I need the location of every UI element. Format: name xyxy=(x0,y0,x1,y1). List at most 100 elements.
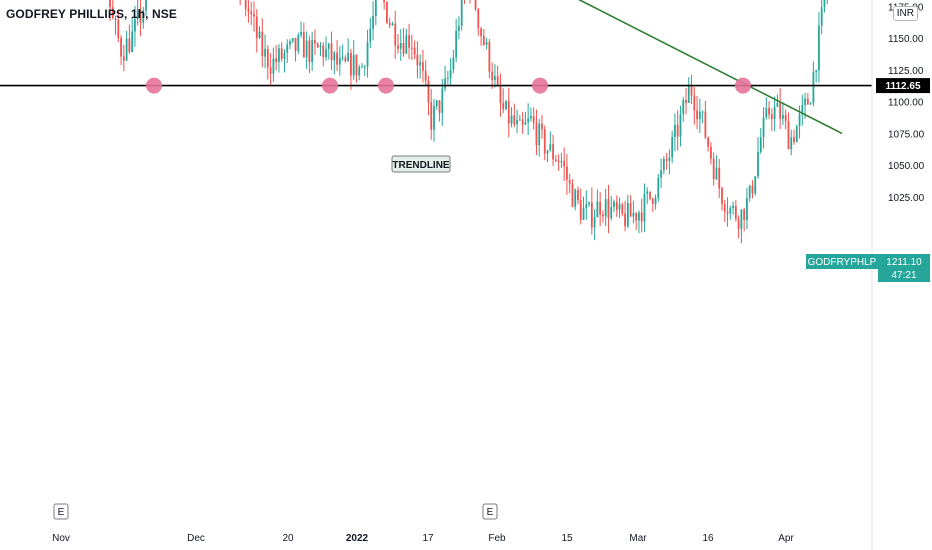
candle xyxy=(316,42,319,49)
candle xyxy=(607,184,610,234)
candle xyxy=(302,22,305,58)
event-marker[interactable]: E xyxy=(53,503,69,520)
candle xyxy=(618,197,621,219)
candle xyxy=(626,194,629,229)
candle xyxy=(460,0,463,31)
candle xyxy=(369,17,372,49)
candle xyxy=(485,37,488,50)
candle xyxy=(350,48,352,90)
candle xyxy=(734,199,737,222)
candle xyxy=(651,197,654,212)
candle xyxy=(134,5,136,47)
touch-point-marker xyxy=(322,77,338,94)
trendline[interactable] xyxy=(30,0,843,135)
candle xyxy=(638,210,640,234)
candle xyxy=(413,40,416,60)
candle xyxy=(546,149,549,163)
candle xyxy=(419,54,422,79)
candle xyxy=(363,64,366,77)
candle xyxy=(280,42,283,62)
candle xyxy=(599,192,602,227)
candle xyxy=(286,39,289,64)
candle xyxy=(610,196,613,221)
level-price-tag[interactable]: 1112.65 xyxy=(876,78,930,94)
candle xyxy=(507,87,510,138)
candle xyxy=(566,153,568,195)
currency-badge[interactable]: INR xyxy=(892,6,918,21)
candle xyxy=(136,0,139,26)
candle xyxy=(801,94,804,126)
candle xyxy=(446,70,449,85)
candle xyxy=(463,0,465,5)
candle xyxy=(424,60,427,86)
last-price-tag[interactable]: 1211.10 47:21 xyxy=(878,254,930,282)
candle xyxy=(289,39,291,50)
candle xyxy=(793,129,795,145)
y-tick-label: 1025.00 xyxy=(888,193,925,204)
candle xyxy=(399,29,402,61)
candle xyxy=(482,29,485,47)
candle xyxy=(815,69,818,83)
candle xyxy=(114,15,117,35)
candle xyxy=(297,32,300,55)
candle xyxy=(510,107,513,128)
candle xyxy=(294,37,297,62)
candle xyxy=(737,215,740,239)
candle xyxy=(682,97,685,122)
touch-points xyxy=(146,77,751,94)
level-price-text: 1112.65 xyxy=(885,81,920,92)
candle xyxy=(557,154,560,171)
candle xyxy=(388,17,391,29)
event-marker[interactable]: E xyxy=(482,503,498,520)
candle xyxy=(784,109,787,130)
candle xyxy=(494,64,496,88)
x-axis[interactable]: Nov Dec 20 2022 17 Feb 15 Mar 16 Apr xyxy=(52,533,794,544)
candle xyxy=(563,147,566,182)
candle xyxy=(729,205,732,220)
candle xyxy=(325,36,327,61)
candle xyxy=(743,207,746,232)
candle xyxy=(455,19,458,62)
candle xyxy=(577,186,579,205)
x-tick-label: 15 xyxy=(561,533,573,544)
candle xyxy=(732,201,734,215)
candle xyxy=(128,24,131,54)
candle xyxy=(538,118,541,157)
symbol-tag[interactable]: GODFRYPHLP xyxy=(806,254,878,269)
y-tick-label: 1125.00 xyxy=(888,66,924,77)
candle xyxy=(779,88,782,129)
event-marker-text: E xyxy=(487,507,494,518)
candle xyxy=(629,195,632,217)
candle xyxy=(458,16,460,40)
event-marker-text: E xyxy=(58,507,65,518)
trendline-label[interactable]: TRENDLINE xyxy=(391,155,451,173)
candle xyxy=(341,44,344,61)
candle xyxy=(502,88,505,114)
candle xyxy=(109,0,111,22)
candle xyxy=(422,49,424,83)
candle xyxy=(532,107,535,130)
candle xyxy=(662,156,665,175)
candle xyxy=(770,108,773,131)
candle xyxy=(261,18,264,68)
candle xyxy=(474,0,477,11)
candle xyxy=(676,110,679,151)
candle xyxy=(441,79,444,126)
candle xyxy=(674,113,676,152)
candle xyxy=(665,152,668,170)
candle xyxy=(250,2,253,26)
candle xyxy=(491,62,494,89)
candle xyxy=(386,1,388,24)
x-tick-label: 16 xyxy=(702,533,714,544)
y-tick-label: 1150.00 xyxy=(888,34,924,45)
candle xyxy=(723,199,726,223)
candle xyxy=(521,111,524,134)
candle xyxy=(726,197,729,227)
candle xyxy=(253,1,255,32)
candle xyxy=(452,49,455,74)
candle xyxy=(336,40,338,72)
candle xyxy=(391,21,394,26)
candle xyxy=(366,29,369,78)
candle xyxy=(333,50,336,75)
